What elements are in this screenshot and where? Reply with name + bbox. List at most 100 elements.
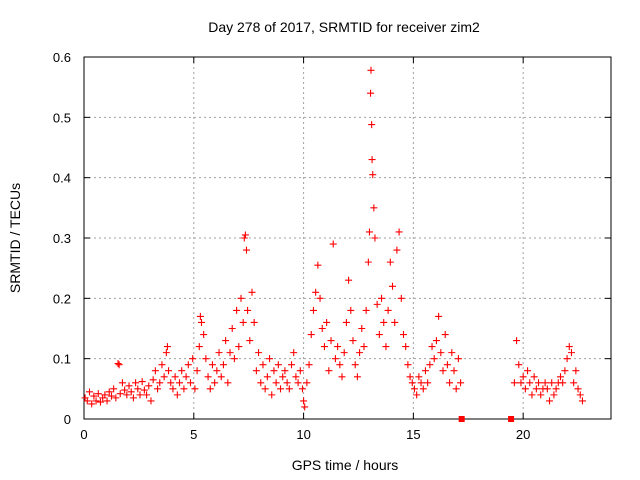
data-point xyxy=(129,394,137,402)
data-point xyxy=(528,391,536,399)
axis-ticks: 0 5 10 15 20 0 0.1 0.2 0.3 0.4 0.5 0.6 xyxy=(53,50,611,442)
data-point xyxy=(237,294,245,302)
data-point xyxy=(191,385,199,393)
chart-title: Day 278 of 2017, SRMTID for receiver zim… xyxy=(208,19,480,35)
data-point xyxy=(419,385,427,393)
data-point xyxy=(342,318,350,326)
x-tick-label: 5 xyxy=(190,427,197,442)
y-tick-label: 0.3 xyxy=(53,231,71,246)
data-point xyxy=(314,261,322,269)
data-point xyxy=(360,343,368,351)
data-point xyxy=(274,361,282,369)
data-point xyxy=(543,385,551,393)
data-point xyxy=(107,392,115,400)
data-point xyxy=(200,331,208,339)
data-point xyxy=(259,361,267,369)
data-point xyxy=(428,343,436,351)
y-axis-label: SRMTID / TECUs xyxy=(7,183,23,293)
data-point xyxy=(320,343,328,351)
data-point xyxy=(163,343,171,351)
data-point xyxy=(204,373,212,381)
data-point xyxy=(565,343,573,351)
data-point xyxy=(541,379,549,387)
data-point xyxy=(572,367,580,375)
data-point xyxy=(134,385,142,393)
data-point xyxy=(535,379,543,387)
data-point xyxy=(178,367,186,375)
data-point xyxy=(230,355,238,363)
data-point xyxy=(371,234,379,242)
data-point xyxy=(160,373,168,381)
data-point xyxy=(213,367,221,375)
data-point xyxy=(94,390,102,398)
data-point xyxy=(138,378,146,386)
data-point xyxy=(334,343,342,351)
data-point xyxy=(393,246,401,254)
data-point xyxy=(241,231,249,239)
data-point xyxy=(165,367,173,375)
data-point xyxy=(90,392,98,400)
data-point xyxy=(226,349,234,357)
data-point xyxy=(112,394,120,402)
data-point xyxy=(283,379,291,387)
data-point xyxy=(441,331,449,339)
data-point xyxy=(300,397,308,405)
data-point xyxy=(368,121,376,129)
data-point xyxy=(552,385,560,393)
data-point xyxy=(556,373,564,381)
data-point xyxy=(195,343,203,351)
x-tick-label: 20 xyxy=(516,427,530,442)
data-point xyxy=(257,379,265,387)
data-point xyxy=(228,325,236,332)
data-point xyxy=(83,397,91,405)
data-point xyxy=(439,367,447,375)
data-point xyxy=(123,391,131,399)
data-point xyxy=(410,385,418,393)
data-point xyxy=(246,337,254,345)
data-point xyxy=(263,373,271,381)
data-point xyxy=(362,306,370,314)
data-point xyxy=(288,361,296,369)
data-point xyxy=(559,379,567,387)
data-point xyxy=(105,388,113,396)
data-point xyxy=(156,379,164,387)
data-point xyxy=(85,388,93,396)
data-point xyxy=(296,367,304,375)
data-point xyxy=(147,397,155,405)
data-point xyxy=(285,385,293,393)
data-point xyxy=(118,379,126,387)
data-point xyxy=(421,367,429,375)
data-point xyxy=(182,373,190,381)
data-point-zero xyxy=(508,416,515,422)
data-point xyxy=(548,379,556,387)
data-point xyxy=(279,373,287,381)
data-point xyxy=(336,361,344,369)
data-point xyxy=(196,312,204,320)
data-point xyxy=(404,361,412,369)
data-point xyxy=(413,391,421,399)
data-point xyxy=(307,331,315,339)
data-point xyxy=(154,385,162,393)
data-point xyxy=(365,228,373,236)
data-point xyxy=(430,355,438,363)
data-point xyxy=(233,306,241,314)
data-point xyxy=(272,379,280,387)
data-point xyxy=(550,391,558,399)
data-point xyxy=(349,337,357,345)
data-point xyxy=(537,391,545,399)
data-point xyxy=(318,325,326,332)
data-point xyxy=(92,397,100,405)
data-point xyxy=(180,385,188,393)
data-point xyxy=(88,400,96,408)
data-point xyxy=(292,373,300,381)
data-point xyxy=(386,258,394,266)
data-point xyxy=(222,337,230,345)
data-point xyxy=(563,355,571,363)
data-point xyxy=(338,373,346,381)
x-axis-label: GPS time / hours xyxy=(292,457,399,473)
data-point xyxy=(136,391,144,399)
y-tick-label: 0.5 xyxy=(53,110,71,125)
data-point xyxy=(448,349,456,357)
data-point xyxy=(169,385,177,393)
data-point xyxy=(521,385,529,393)
